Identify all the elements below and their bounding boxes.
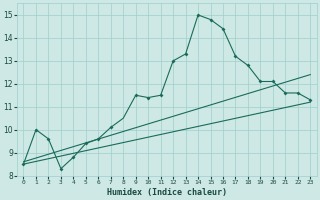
X-axis label: Humidex (Indice chaleur): Humidex (Indice chaleur) xyxy=(107,188,227,197)
